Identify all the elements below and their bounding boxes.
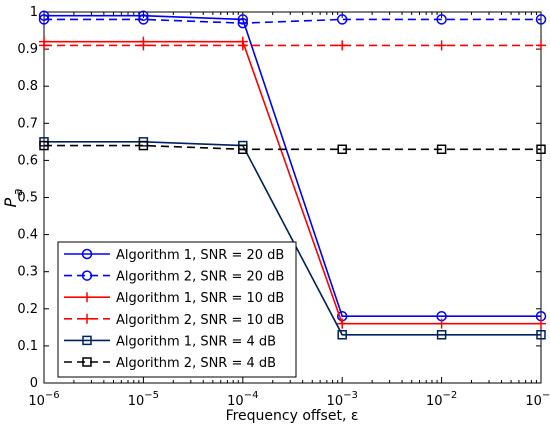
marker-circle [535,14,547,25]
y-tick-label: 0.8 [17,79,38,94]
legend-item: Algorithm 1, SNR = 4 dB [64,334,276,349]
marker-square [39,140,49,151]
x-axis: 10−6 10−5 10−4 10−3 10−2 10−1 [28,12,550,409]
legend-label: Algorithm 2, SNR = 4 dB [116,356,276,371]
y-axis-label: Pa [1,188,25,207]
legend-label: Algorithm 1, SNR = 20 dB [116,248,284,263]
legend: Algorithm 1, SNR = 20 dB Algorithm 2, SNR… [57,241,297,378]
series-line [44,144,541,151]
x-axis-label: Frequency offset, ε [226,408,359,424]
marker-plus [536,318,546,329]
series-layer [38,10,547,340]
y-tick-label: 0.2 [17,302,38,317]
marker-square [536,144,546,155]
x-tick-label: 10−4 [227,390,258,409]
y-tick-label: 0.6 [17,153,38,168]
legend-item: Algorithm 2, SNR = 20 dB [64,270,284,285]
marker-square [436,144,447,155]
x-tick-label: 10−6 [28,390,59,409]
marker-circle [138,14,149,25]
legend-label: Algorithm 2, SNR = 10 dB [116,313,284,328]
marker-plus [337,318,348,329]
marker-plus [138,40,149,51]
y-tick-label: 0.1 [17,339,38,354]
legend-label: Algorithm 1, SNR = 10 dB [116,291,284,306]
legend-label: Algorithm 2, SNR = 20 dB [116,270,284,285]
legend-item: Algorithm 2, SNR = 10 dB [64,313,284,328]
marker-square [337,144,347,155]
legend-label: Algorithm 1, SNR = 4 dB [116,334,276,349]
x-tick-label: 10−5 [128,390,159,409]
legend-item: Algorithm 2, SNR = 4 dB [64,356,276,371]
x-tick-label: 10−2 [426,390,457,409]
marker-square [82,335,92,346]
marker-plus [536,40,546,51]
y-tick-label: 0.7 [17,116,38,131]
marker-plus [39,40,49,51]
marker-circle [336,14,348,25]
legend-box [57,241,297,378]
series-1 [38,10,547,322]
marker-square [138,140,149,151]
marker-square [536,330,546,340]
y-tick-label: 0 [30,376,38,391]
x-tick-label: 10−3 [327,390,358,409]
marker-square [337,330,347,340]
legend-item: Algorithm 1, SNR = 10 dB [64,291,284,306]
marker-circle [81,248,93,260]
y-tick-label: 0.4 [17,228,38,243]
marker-plus [82,292,92,303]
y-tick-label: 0.9 [17,42,38,57]
marker-square [238,144,248,155]
marker-plus [436,40,447,51]
series-2 [38,14,547,29]
marker-plus [337,40,348,51]
marker-square [82,357,92,367]
svg-text:Pa: Pa [1,188,25,207]
series-line [44,14,541,318]
series-4 [39,40,546,51]
y-tick-label: 1 [30,5,38,20]
marker-circle [436,14,447,25]
marker-circle [38,14,50,25]
marker-plus [436,318,447,329]
marker-circle [237,17,249,29]
y-tick-label: 0.5 [17,191,38,206]
x-tick-label: 10−1 [525,390,550,409]
y-tick-label: 0.3 [17,265,38,280]
series-line [44,40,541,325]
marker-plus [82,313,92,324]
series-line [44,141,541,336]
series-6 [39,140,546,155]
marker-plus [237,40,248,51]
marker-circle [81,270,93,281]
legend-item: Algorithm 1, SNR = 20 dB [64,248,284,263]
series-line [44,18,541,24]
marker-square [436,330,447,340]
y-axis: 0 0.1 0.2 0.3 0.4 0.5 0.6 0.7 0.8 0.9 1 [17,5,541,391]
marker-circle [138,10,149,21]
